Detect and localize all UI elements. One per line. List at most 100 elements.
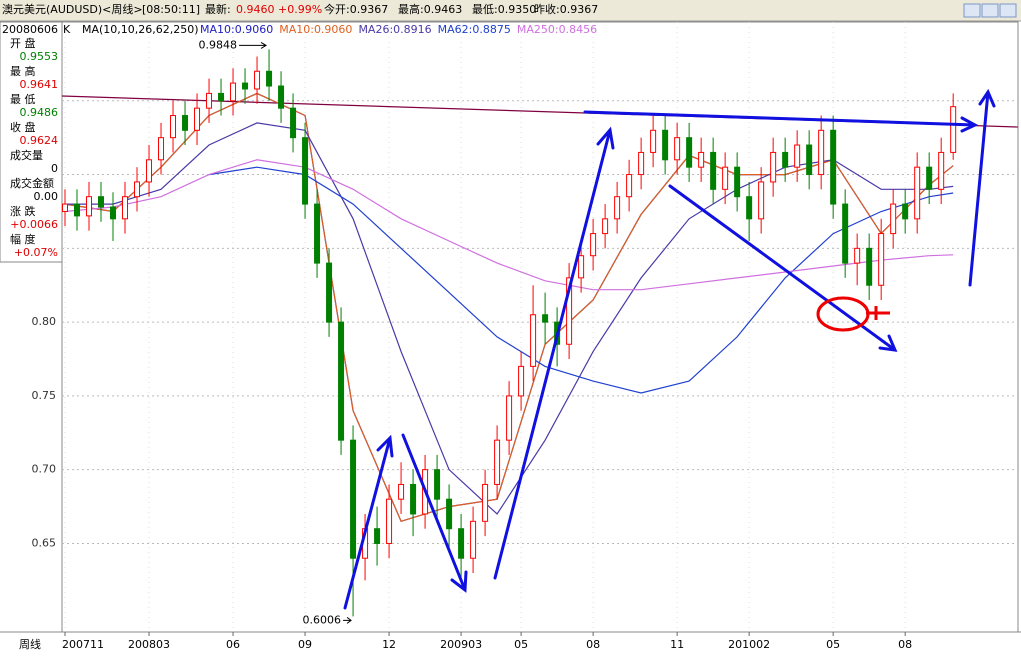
candle-body — [626, 174, 633, 198]
candle-body — [746, 196, 753, 220]
candle-body — [518, 365, 525, 397]
candle-body — [458, 528, 465, 559]
info-label: 收 盘 — [10, 120, 36, 134]
info-value: 0.00 — [34, 190, 59, 203]
header-open: 今开:0.9367 — [324, 2, 388, 16]
candle-body — [134, 181, 141, 198]
candle-body — [578, 255, 585, 279]
next-button[interactable] — [999, 3, 1017, 18]
info-value: 0 — [51, 162, 58, 175]
info-panel — [0, 21, 63, 263]
candle-body — [374, 528, 381, 544]
candle-body — [434, 469, 441, 500]
candle-body — [278, 85, 285, 109]
candle-body — [950, 106, 957, 153]
x-tick-label: 200711 — [62, 638, 104, 651]
candle-body — [686, 137, 693, 168]
candle-body — [158, 137, 165, 161]
candle-body — [206, 92, 213, 109]
candle-body — [638, 151, 645, 176]
candle-body — [146, 159, 153, 183]
plot-frame — [61, 21, 1019, 633]
ma-title: MA(10,10,26,62,250) — [82, 23, 199, 36]
candle-body — [182, 115, 189, 131]
legend-entry: MA26:0.8916 — [358, 23, 431, 36]
candle-body — [350, 439, 357, 559]
low-annotation: 0.6006 — [303, 613, 342, 626]
legend-entry: MA250:0.8456 — [517, 23, 597, 36]
x-tick-label: 06 — [226, 638, 240, 651]
candle-body — [170, 115, 177, 139]
candle-body — [326, 262, 333, 323]
candle-body — [266, 70, 273, 87]
header-bar — [0, 0, 1021, 21]
arrow-up-3 — [968, 88, 996, 287]
candle-body — [734, 166, 741, 198]
arrow-down-2 — [668, 184, 898, 352]
candle-body — [242, 82, 249, 90]
candle-body — [338, 321, 345, 441]
candle-body — [770, 151, 777, 183]
restore-button[interactable] — [981, 3, 999, 18]
ma-line — [208, 166, 954, 394]
x-tick-label: 09 — [298, 638, 312, 651]
red-mark — [866, 306, 890, 320]
header-title: 澳元美元(AUDUSD)<周线> — [2, 2, 143, 16]
candle-body — [806, 144, 813, 176]
info-value: +0.0066 — [10, 218, 58, 231]
candle-body — [602, 218, 609, 235]
info-value: 0.9641 — [20, 78, 59, 91]
candle-body — [302, 137, 309, 205]
info-value: 0.9553 — [20, 50, 59, 63]
candle-body — [110, 206, 117, 220]
candle-body — [194, 107, 201, 131]
candle-body — [386, 498, 393, 544]
info-value: 0.9486 — [20, 106, 59, 119]
candle-body — [830, 129, 837, 205]
x-tick-label: 200903 — [440, 638, 482, 651]
info-label: 开 盘 — [10, 36, 36, 50]
candle-body — [446, 498, 453, 530]
candle-body — [290, 107, 297, 139]
candle-body — [758, 181, 765, 220]
candle-body — [854, 247, 861, 264]
x-tick-label: 08 — [586, 638, 600, 651]
header-high: 最高:0.9463 — [398, 2, 462, 16]
arrow-down-1 — [401, 433, 468, 593]
candle-body — [938, 151, 945, 190]
x-tick-label: 12 — [382, 638, 396, 651]
y-tick-label: 0.65 — [32, 536, 57, 549]
grid — [62, 22, 1018, 632]
candle-body — [230, 82, 237, 102]
candle-body — [866, 247, 873, 286]
high-pointer — [239, 42, 268, 49]
candle-body — [794, 144, 801, 168]
candle-body — [902, 203, 909, 220]
period-label: 周线 — [19, 637, 41, 651]
header-latest-label: 最新: — [205, 2, 231, 16]
info-label: 成交量 — [10, 148, 43, 162]
y-tick-label: 0.75 — [32, 389, 57, 402]
candle-body — [98, 196, 105, 208]
candle-body — [674, 137, 681, 161]
info-label: 幅 度 — [10, 232, 36, 246]
candle-body — [62, 203, 69, 212]
drawn-arrows — [343, 88, 996, 610]
prev-button[interactable] — [963, 3, 981, 18]
info-label: 涨 跌 — [10, 204, 36, 218]
candle-body — [566, 277, 573, 345]
candle-body — [482, 483, 489, 522]
candle-body — [470, 520, 477, 559]
candle-body — [590, 233, 597, 257]
candle-body — [842, 203, 849, 264]
candle-body — [782, 151, 789, 168]
candle-body — [122, 196, 129, 220]
header-low: 最低:0.9350 — [472, 3, 536, 16]
header-change: +0.99% — [278, 3, 322, 16]
candle-body — [818, 129, 825, 176]
arrow-right — [583, 110, 979, 133]
candle-body — [254, 70, 261, 90]
info-k: K — [63, 23, 71, 36]
candle-body — [506, 395, 513, 441]
